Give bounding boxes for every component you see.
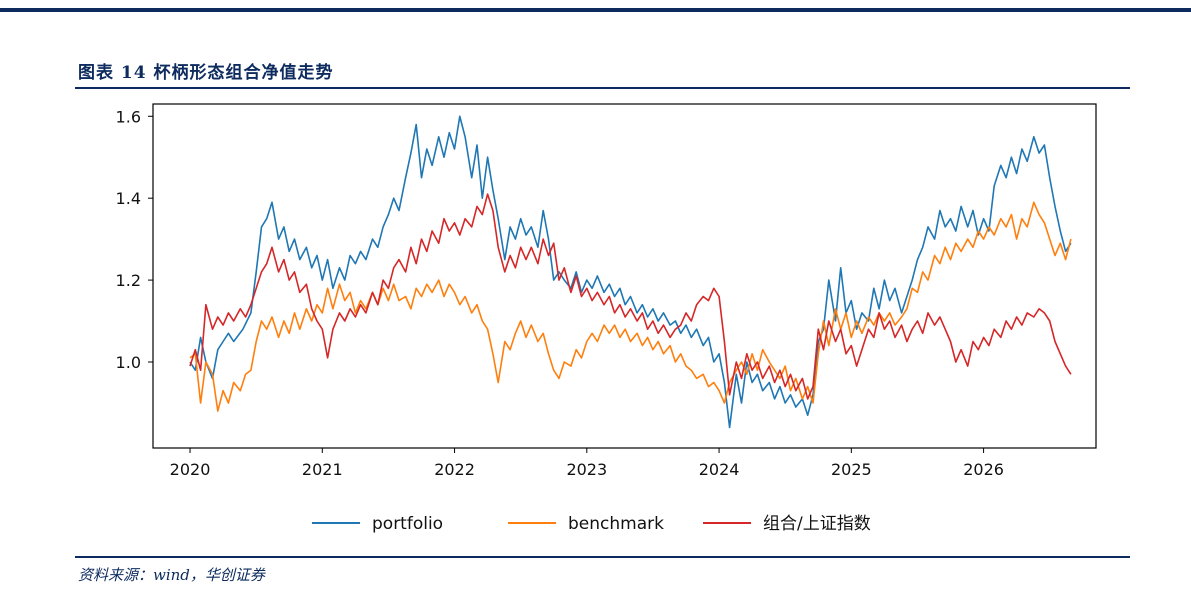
x-tick-label: 2024 [699,460,740,479]
series-line-2 [189,193,1072,400]
footer-divider [75,556,1130,558]
y-tick-label: 1.6 [116,107,141,126]
x-tick-label: 2021 [302,460,343,479]
top-accent-bar [0,8,1191,12]
x-tick-label: 2022 [434,460,475,479]
legend-label-0: portfolio [372,514,443,534]
axes: 2020 2021 2022 2023 2024 2025 2026 1.0 1.2 1.4 1.6 [116,107,1004,479]
legend-label-1: benchmark [568,514,664,534]
figure-title: 图表 14 杯柄形态组合净值走势 [78,63,334,83]
legend-label-2: 组合/上证指数 [763,514,871,534]
plot-area [152,103,1097,449]
plot-frame [152,103,1097,449]
x-tick-label: 2026 [963,460,1004,479]
series-line-1 [189,201,1072,412]
y-tick-label: 1.4 [116,189,141,208]
series-line-0 [189,115,1072,429]
title-divider [75,87,1130,89]
x-tick-label: 2023 [566,460,607,479]
y-tick-label: 1.0 [116,353,141,372]
y-tick-label: 1.2 [116,271,141,290]
source-note: 资料来源：wind，华创证券 [78,566,265,584]
x-tick-label: 2025 [831,460,872,479]
legend: portfolio benchmark 组合/上证指数 [312,514,871,534]
x-tick-label: 2020 [170,460,211,479]
series-lines [189,115,1072,429]
